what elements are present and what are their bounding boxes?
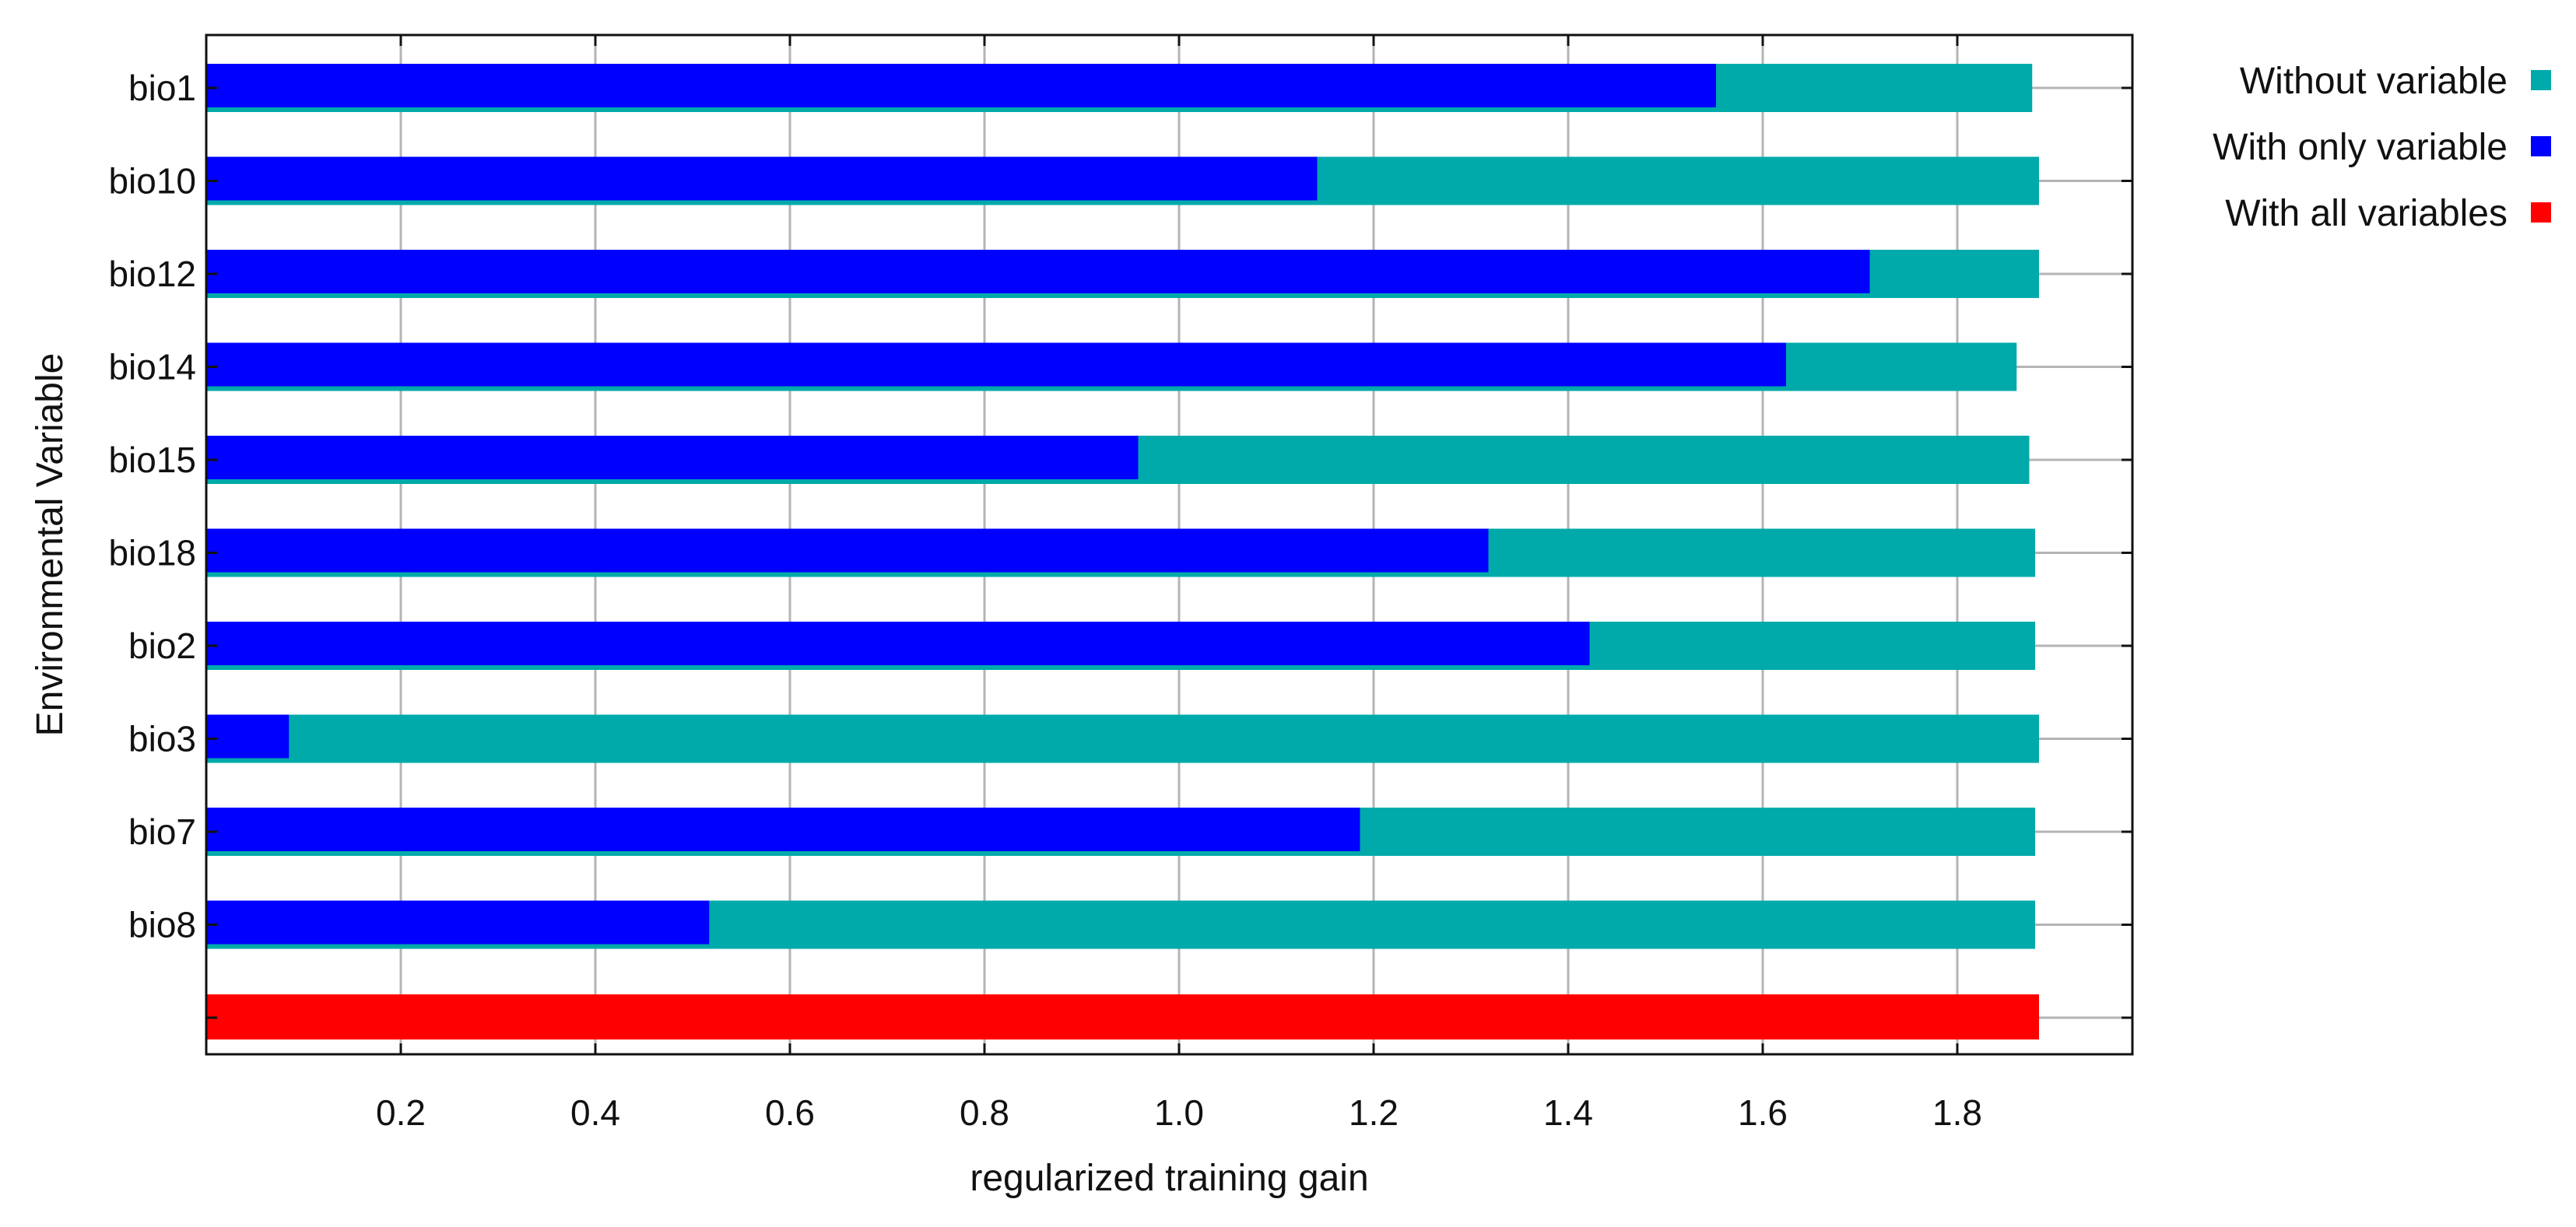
- y-tick-label: bio1: [128, 68, 196, 108]
- y-tick-label: bio12: [108, 254, 196, 294]
- y-tick-label: bio2: [128, 626, 196, 666]
- y-tick-label: bio8: [128, 905, 196, 945]
- x-tick-label: 0.8: [960, 1092, 1009, 1133]
- bar-with-only-variable: [206, 250, 1870, 293]
- y-tick-label: bio14: [108, 347, 196, 387]
- bar-with-only-variable: [206, 156, 1318, 201]
- legend-swatch: [2531, 136, 2551, 156]
- x-tick-label: 1.8: [1932, 1092, 1982, 1133]
- x-tick-label: 1.0: [1154, 1092, 1204, 1133]
- y-tick-label: bio18: [108, 533, 196, 573]
- y-tick-label: bio7: [128, 812, 196, 852]
- x-tick-label: 0.4: [570, 1092, 620, 1133]
- plot-frame: [205, 33, 2134, 1056]
- bar-with-only-variable: [206, 900, 710, 945]
- legend-label: Without variable: [2240, 61, 2508, 102]
- bar-with-only-variable: [206, 64, 1716, 107]
- y-tick-label: bio10: [108, 161, 196, 202]
- bar-with-only-variable: [206, 808, 1360, 851]
- legend-swatch: [2531, 202, 2551, 223]
- bar-with-only-variable: [206, 436, 1139, 479]
- axis-ticks: 0.2 0.4 0.6 0.8 1.0 1.2 1.4 1.6 1.8 bio1 bio10 bio1…: [108, 35, 2132, 1133]
- bar-with-only-variable: [206, 714, 290, 759]
- y-tick-label: bio15: [108, 440, 196, 480]
- y-tick-label: bio3: [128, 719, 196, 759]
- x-tick-label: 1.4: [1543, 1092, 1593, 1133]
- bar-without-variable: [206, 714, 2039, 763]
- legend-label: With all variables: [2225, 193, 2508, 234]
- bar-with-only-variable: [206, 528, 1489, 573]
- legend-label: With only variable: [2213, 127, 2508, 168]
- legend-swatch: [2531, 70, 2551, 90]
- x-tick-label: 0.2: [376, 1092, 426, 1133]
- bars: [206, 64, 2039, 1039]
- x-tick-label: 0.6: [765, 1092, 815, 1133]
- y-axis-title: Environmental Variable: [30, 353, 71, 737]
- bar-with-only-variable: [206, 622, 1590, 665]
- bar-with-only-variable: [206, 342, 1786, 387]
- bar-with-all-variables: [206, 994, 2039, 1039]
- x-tick-label: 1.2: [1349, 1092, 1399, 1133]
- x-axis-title: regularized training gain: [970, 1158, 1368, 1199]
- legend: Without variable With only variable With a…: [2213, 61, 2551, 234]
- x-tick-label: 1.6: [1738, 1092, 1788, 1133]
